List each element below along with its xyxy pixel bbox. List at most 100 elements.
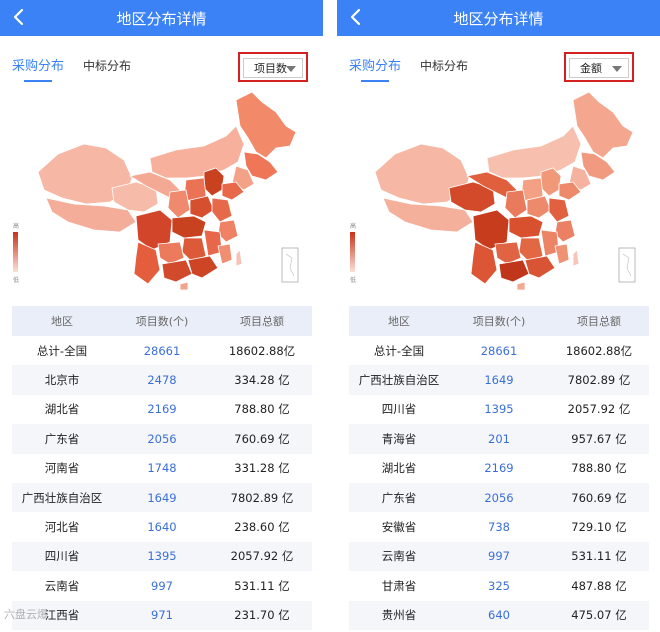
table-row[interactable]: 广东省 2056 760.69 亿 <box>349 482 649 513</box>
cell-region: 河北省 <box>44 520 80 535</box>
chevron-left-icon[interactable] <box>345 6 367 28</box>
cell-count[interactable]: 1395 <box>484 402 514 417</box>
cell-count[interactable]: 201 <box>488 431 510 446</box>
metric-select[interactable]: 金额 <box>569 58 629 78</box>
south-china-sea-inset <box>618 247 636 283</box>
cell-amount: 231.70 亿 <box>234 608 290 623</box>
map-region <box>157 241 185 265</box>
map-region <box>133 241 161 285</box>
map-region <box>45 197 137 233</box>
table-row[interactable]: 北京市 2478 334.28 亿 <box>12 365 312 395</box>
cell-amount: 7802.89 亿 <box>230 490 294 505</box>
header-count: 项目数(个) <box>135 315 189 328</box>
cell-amount: 238.60 亿 <box>234 520 290 535</box>
table-row[interactable]: 青海省 201 957.67 亿 <box>349 424 649 454</box>
map-region <box>472 209 510 251</box>
cell-count[interactable]: 2056 <box>147 431 177 446</box>
table-row[interactable]: 广西壮族自治区 1649 7802.89 亿 <box>12 482 312 513</box>
cell-region: 广西壮族自治区 <box>21 490 103 505</box>
cell-count[interactable]: 2169 <box>147 402 177 417</box>
table-row[interactable]: 江西省 971 231.70 亿 <box>12 600 312 630</box>
table-row[interactable]: 甘肃省 325 487.88 亿 <box>349 571 649 600</box>
caret-down-icon <box>286 66 296 72</box>
legend-low-label: 低 <box>350 276 356 284</box>
cell-count[interactable]: 1649 <box>147 490 177 505</box>
dropdown-highlight-frame: 金额 <box>564 52 634 82</box>
tab-award-distribution[interactable]: 中标分布 <box>83 59 132 73</box>
table-row[interactable]: 湖北省 2169 788.80 亿 <box>349 454 649 483</box>
header-region: 地区 <box>388 315 410 328</box>
cell-amount: 788.80 亿 <box>234 402 290 417</box>
table-row[interactable]: 四川省 1395 2057.92 亿 <box>349 395 649 424</box>
table-row[interactable]: 河南省 1748 331.28 亿 <box>12 454 312 483</box>
map-region <box>382 197 474 233</box>
metric-select-value: 项目数 <box>254 62 287 75</box>
map-region <box>524 255 556 279</box>
cell-count[interactable]: 1640 <box>147 520 177 535</box>
cell-amount: 331.28 亿 <box>234 461 290 476</box>
table-row[interactable]: 贵州省 640 475.07 亿 <box>349 600 649 630</box>
cell-count[interactable]: 640 <box>488 608 510 623</box>
map-region <box>508 215 544 239</box>
active-tab-indicator <box>361 80 389 82</box>
top-bar: 地区分布详情 <box>337 0 660 36</box>
table-row[interactable]: 河北省 1640 238.60 亿 <box>12 512 312 541</box>
top-bar: 地区分布详情 <box>0 0 323 36</box>
table-row[interactable]: 总计-全国 28661 18602.88亿 <box>349 336 649 365</box>
cell-count[interactable]: 1395 <box>147 549 177 564</box>
cell-region: 四川省 <box>44 549 80 564</box>
cell-region: 总计-全国 <box>373 343 425 358</box>
cell-region: 广西壮族自治区 <box>358 373 440 388</box>
cell-count[interactable]: 997 <box>488 549 510 564</box>
cell-count[interactable]: 28661 <box>480 343 518 358</box>
region-table: 地区 项目数(个) 项目总额 总计-全国 28661 18602.88亿 广西壮族自… <box>349 306 649 630</box>
cell-count[interactable]: 1748 <box>147 461 177 476</box>
table-header: 地区 项目数(个) 项目总额 <box>349 306 649 336</box>
cell-count[interactable]: 2478 <box>147 373 177 388</box>
tab-purchase-distribution[interactable]: 采购分布 <box>12 59 65 74</box>
table-row[interactable]: 总计-全国 28661 18602.88亿 <box>12 336 312 365</box>
legend-high-label: 高 <box>350 222 356 230</box>
chevron-left-icon[interactable] <box>8 6 30 28</box>
cell-count[interactable]: 971 <box>151 608 173 623</box>
metric-select[interactable]: 项目数 <box>243 58 303 78</box>
map-region <box>189 195 215 219</box>
cell-amount: 2057.92 亿 <box>230 549 294 564</box>
tab-bar: 采购分布 中标分布 <box>337 36 660 84</box>
map-region <box>470 241 498 285</box>
tab-award-distribution[interactable]: 中标分布 <box>420 59 469 73</box>
page-title: 地区分布详情 <box>453 9 544 28</box>
cell-count[interactable]: 2169 <box>484 461 514 476</box>
table-row[interactable]: 云南省 997 531.11 亿 <box>349 541 649 572</box>
cell-amount: 729.10 亿 <box>571 520 627 535</box>
table-row[interactable]: 安徽省 738 729.10 亿 <box>349 512 649 541</box>
map-region <box>187 255 219 279</box>
cell-count[interactable]: 325 <box>488 578 510 593</box>
table-row[interactable]: 广西壮族自治区 1649 7802.89 亿 <box>349 365 649 395</box>
map-region <box>548 197 570 223</box>
cell-count[interactable]: 738 <box>488 520 510 535</box>
table-row[interactable]: 广东省 2056 760.69 亿 <box>12 424 312 454</box>
map-region <box>448 181 496 213</box>
map-region <box>179 281 189 291</box>
header-amount: 项目总额 <box>577 315 621 328</box>
cell-count[interactable]: 1649 <box>484 373 514 388</box>
cell-region: 四川省 <box>381 402 417 417</box>
cell-count[interactable]: 2056 <box>484 490 514 505</box>
cell-amount: 487.88 亿 <box>571 578 627 593</box>
map-region <box>572 92 634 159</box>
cell-count[interactable]: 28661 <box>143 343 181 358</box>
table-row[interactable]: 云南省 997 531.11 亿 <box>12 571 312 600</box>
china-choropleth-map[interactable]: 高 低 <box>0 92 323 292</box>
map-region <box>135 209 173 251</box>
cell-count[interactable]: 997 <box>151 578 173 593</box>
china-choropleth-map[interactable]: 高 低 <box>337 92 660 292</box>
left-panel: 地区分布详情 采购分布 中标分布 项目数 <box>0 0 323 632</box>
map-region <box>498 259 530 283</box>
table-row[interactable]: 湖北省 2169 788.80 亿 <box>12 395 312 424</box>
cell-amount: 18602.88亿 <box>228 343 296 358</box>
table-row[interactable]: 四川省 1395 2057.92 亿 <box>12 541 312 572</box>
map-region <box>217 243 233 265</box>
tab-purchase-distribution[interactable]: 采购分布 <box>349 59 402 74</box>
map-region <box>540 167 562 197</box>
